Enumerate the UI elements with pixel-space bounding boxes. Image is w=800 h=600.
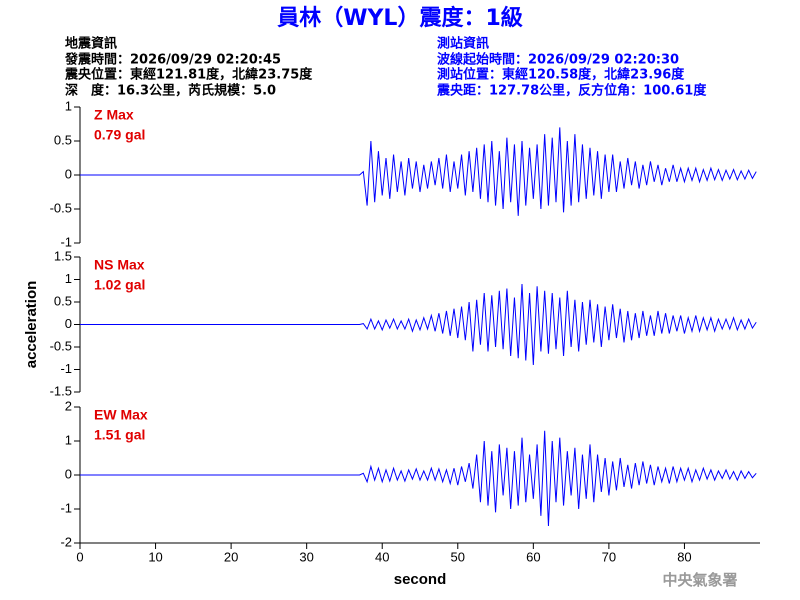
y-axis-label: acceleration — [23, 281, 40, 369]
y-tick-label: 0 — [65, 166, 72, 181]
y-tick-label: -2 — [60, 534, 72, 549]
waveform — [80, 430, 757, 527]
y-tick-label: -0.5 — [50, 338, 72, 353]
x-tick-label: 10 — [148, 549, 162, 564]
annotation: EW Max — [94, 407, 148, 423]
x-axis-label: second — [394, 571, 447, 588]
y-tick-label: 1 — [65, 432, 72, 447]
y-tick-label: 0.5 — [54, 132, 72, 147]
y-tick-label: -1 — [60, 234, 72, 249]
x-tick-label: 0 — [76, 549, 83, 564]
title: 員林（WYL）震度：1級 — [276, 5, 523, 31]
info-right: 測站資訊 — [437, 36, 489, 52]
y-tick-label: 0 — [65, 316, 72, 331]
info-left: 深 度：16.3公里，芮氏規模：5.0 — [65, 83, 276, 99]
y-tick-label: -1.5 — [50, 383, 72, 398]
y-tick-label: 0 — [65, 466, 72, 481]
x-tick-label: 30 — [299, 549, 313, 564]
x-tick-label: 60 — [526, 549, 540, 564]
annotation: Z Max — [94, 107, 134, 123]
info-right: 測站位置：東經120.58度，北緯23.96度 — [437, 67, 685, 83]
x-tick-label: 50 — [451, 549, 465, 564]
y-tick-label: -0.5 — [50, 200, 72, 215]
y-tick-label: 2 — [65, 398, 72, 413]
annotation: 0.79 gal — [94, 127, 145, 143]
x-tick-label: 80 — [677, 549, 691, 564]
y-tick-label: 1 — [65, 98, 72, 113]
info-left: 發震時間：2026/09/29 02:20:45 — [64, 52, 281, 68]
info-left: 震央位置：東經121.81度，北緯23.75度 — [64, 67, 313, 83]
footer: 中央氣象署 — [662, 571, 737, 589]
x-tick-label: 70 — [602, 549, 616, 564]
annotation: 1.02 gal — [94, 277, 145, 293]
info-right: 波線起始時間：2026/09/29 02:20:30 — [437, 52, 679, 68]
info-left: 地震資訊 — [65, 36, 117, 52]
y-tick-label: 1.5 — [54, 248, 72, 263]
y-tick-label: -1 — [60, 500, 72, 515]
x-tick-label: 20 — [224, 549, 238, 564]
waveform — [80, 283, 757, 366]
x-tick-label: 40 — [375, 549, 389, 564]
y-tick-label: 0.5 — [54, 293, 72, 308]
y-tick-label: -1 — [60, 361, 72, 376]
waveform — [80, 127, 757, 216]
y-tick-label: 1 — [65, 271, 72, 286]
annotation: 1.51 gal — [94, 427, 145, 443]
info-right: 震央距：127.78公里，反方位角：100.61度 — [436, 83, 707, 99]
annotation: NS Max — [94, 257, 145, 273]
